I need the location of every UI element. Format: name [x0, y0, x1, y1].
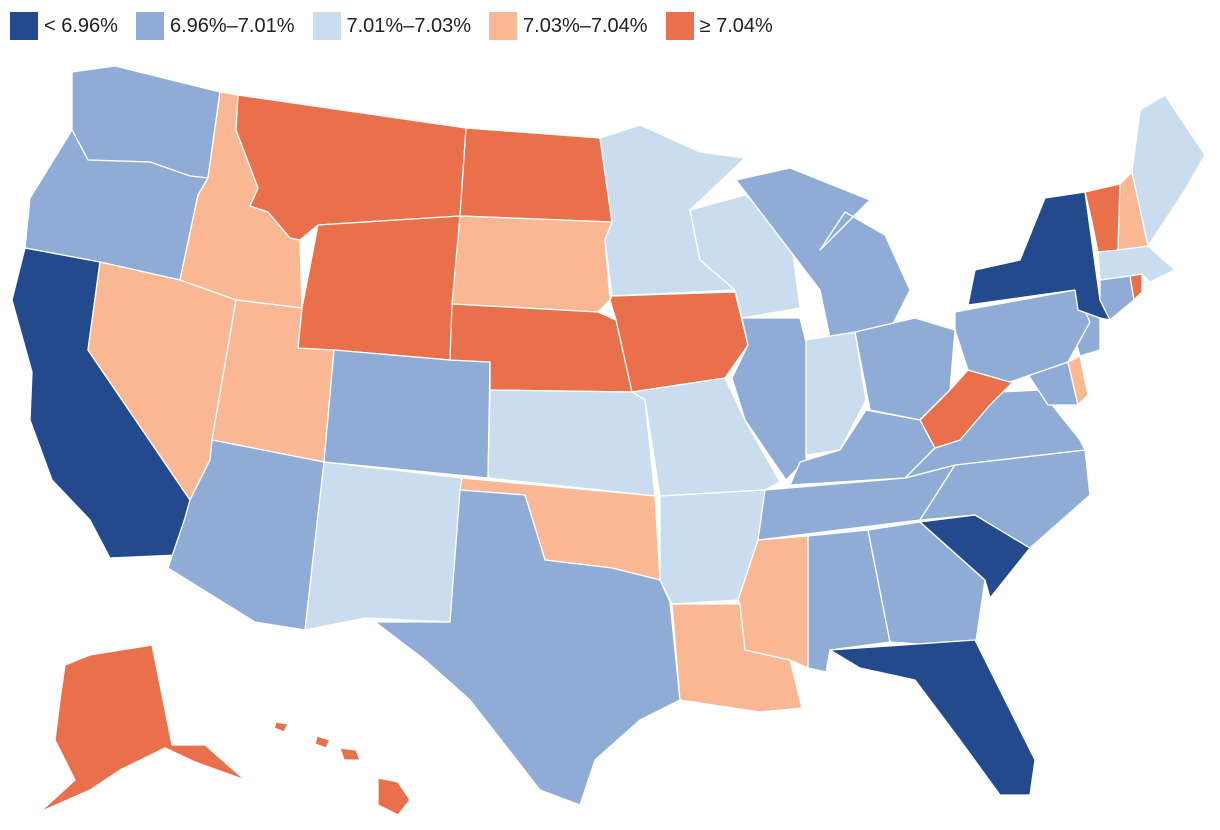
state-sd [451, 215, 613, 313]
legend-swatch [135, 12, 164, 40]
legend-label: 7.01%–7.03% [346, 14, 472, 37]
legend-item: 7.03%–7.04% [489, 12, 648, 40]
state-in [805, 331, 867, 456]
state-fl [829, 639, 1036, 796]
legend: < 6.96% 6.96%–7.01% 7.01%–7.03% 7.03%–7.… [10, 12, 791, 40]
state-ks [487, 389, 656, 497]
state-nm [304, 461, 463, 631]
legend-label: 6.96%–7.01% [169, 14, 295, 37]
legend-swatch [489, 12, 518, 40]
state-co [323, 349, 491, 479]
state-ia [609, 291, 749, 393]
legend-label: < 6.96% [44, 14, 118, 37]
state-tx [374, 489, 681, 806]
state-vt [1084, 183, 1121, 253]
legend-item: < 6.96% [10, 12, 118, 40]
legend-item: ≥ 7.04% [665, 12, 773, 40]
state-ak [39, 644, 246, 813]
state-il [731, 317, 809, 481]
legend-label: ≥ 7.04% [699, 14, 773, 37]
state-hi [273, 721, 411, 816]
state-mi [735, 167, 911, 339]
state-wy [297, 215, 461, 361]
state-ga [867, 521, 986, 649]
state-me [1131, 94, 1206, 247]
state-de [1067, 355, 1089, 406]
legend-item: 6.96%–7.01% [135, 12, 295, 40]
state-mo [631, 377, 781, 497]
legend-item: 7.01%–7.03% [312, 12, 472, 40]
legend-swatch [665, 12, 694, 40]
legend-swatch [312, 12, 341, 40]
state-nd [459, 127, 613, 223]
legend-label: 7.03%–7.04% [523, 14, 648, 37]
legend-swatch [10, 12, 38, 40]
